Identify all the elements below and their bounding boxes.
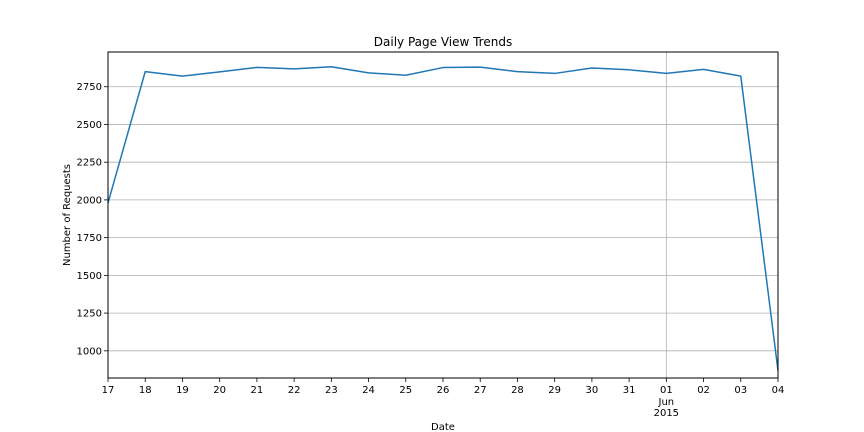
x-tick-label: 28 [511,385,524,396]
x-tick-label: 19 [176,385,189,396]
y-tick-label: 1000 [77,346,102,357]
x-tick-label: 29 [548,385,561,396]
x-tick-label: 24 [362,385,375,396]
x-tick-label: 23 [325,385,338,396]
y-axis: 1000 1250 1500 1750 2000 2250 2500 2750 [77,82,108,357]
x-axis-title: Date [431,422,455,432]
x-tick-label: 01 [660,385,673,396]
x-tick-month-label: Jun [658,397,675,408]
x-tick-year-label: 2015 [654,408,679,419]
chart-title: Daily Page View Trends [374,35,512,49]
x-tick-label: 04 [772,385,785,396]
y-axis-title: Number of Requests [62,164,73,266]
x-tick-label: 03 [734,385,747,396]
y-tick-label: 1750 [77,233,102,244]
y-tick-label: 2250 [77,158,102,169]
x-tick-label: 31 [623,385,636,396]
y-tick-label: 1250 [77,309,102,320]
grid-layer [108,52,778,378]
y-tick-label: 2750 [77,82,102,93]
x-tick-label: 27 [474,385,487,396]
x-tick-label: 30 [586,385,599,396]
x-tick-label: 18 [139,385,152,396]
x-axis: 17 18 19 20 21 22 23 24 25 26 27 28 29 30 31 01 02 03 04 Ju… [102,378,785,419]
y-tick-label: 1500 [77,271,102,282]
x-tick-label: 21 [251,385,264,396]
series-layer [107,66,779,371]
x-tick-label: 02 [697,385,710,396]
x-tick-label: 25 [399,385,412,396]
x-tick-label: 20 [213,385,226,396]
x-tick-label: 26 [437,385,450,396]
y-tick-label: 2500 [77,120,102,131]
y-tick-label: 2000 [77,195,102,206]
x-tick-label: 17 [102,385,115,396]
x-tick-label: 22 [288,385,301,396]
series-line [107,66,779,371]
